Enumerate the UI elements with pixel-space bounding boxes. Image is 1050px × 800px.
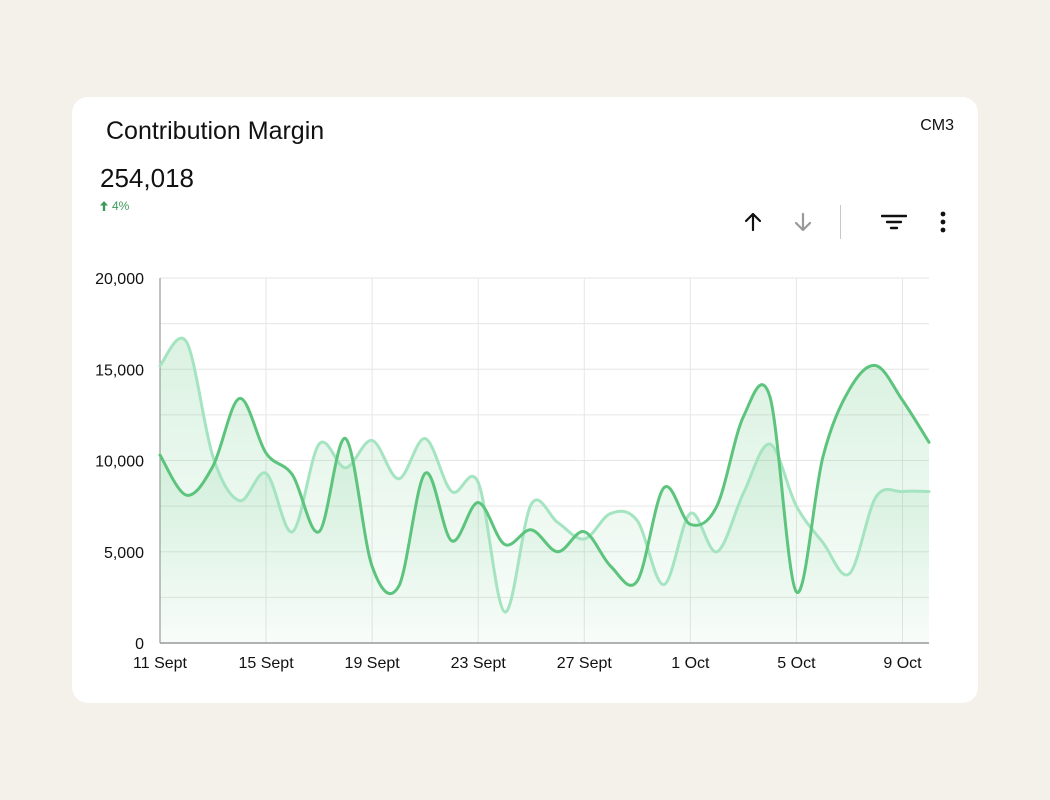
more-options-button[interactable]	[926, 205, 960, 239]
toolbar-divider	[840, 205, 841, 239]
x-tick-label: 5 Oct	[777, 655, 816, 672]
sort-descending-button[interactable]	[786, 205, 820, 239]
x-tick-label: 19 Sept	[345, 655, 401, 672]
series-line-primary	[158, 363, 931, 595]
x-tick-label: 9 Oct	[883, 655, 922, 672]
arrow-up-icon	[744, 212, 762, 232]
metric-badge: CM3	[920, 117, 954, 134]
x-tick-label: 23 Sept	[451, 655, 507, 672]
chart-card: Contribution Margin CM3 254,018 4%	[72, 97, 978, 703]
metric-delta-value: 4%	[112, 199, 130, 213]
x-tick-label: 27 Sept	[557, 655, 613, 672]
y-tick-label: 5,000	[104, 545, 144, 562]
arrow-down-icon	[794, 212, 812, 232]
sort-ascending-button[interactable]	[736, 205, 770, 239]
card-title: Contribution Margin	[106, 117, 325, 145]
filter-icon	[881, 214, 907, 230]
series-line-secondary	[158, 336, 931, 614]
y-tick-label: 15,000	[95, 362, 144, 379]
x-tick-label: 11 Sept	[133, 655, 188, 672]
series-area-primary	[160, 365, 929, 643]
y-tick-label: 20,000	[95, 271, 144, 288]
more-vert-icon	[940, 211, 946, 233]
metric-value: 254,018	[100, 163, 194, 193]
line-chart: 0 5,000 10,000 15,000 20,000 11 Sept 15 Sept 19…	[95, 271, 931, 672]
y-tick-label: 10,000	[95, 454, 144, 471]
metric-delta: 4%	[100, 199, 129, 213]
x-tick-label: 1 Oct	[671, 655, 710, 672]
y-tick-label: 0	[135, 636, 144, 653]
filter-button[interactable]	[877, 205, 911, 239]
trend-up-icon	[100, 201, 108, 211]
x-tick-label: 15 Sept	[238, 655, 294, 672]
